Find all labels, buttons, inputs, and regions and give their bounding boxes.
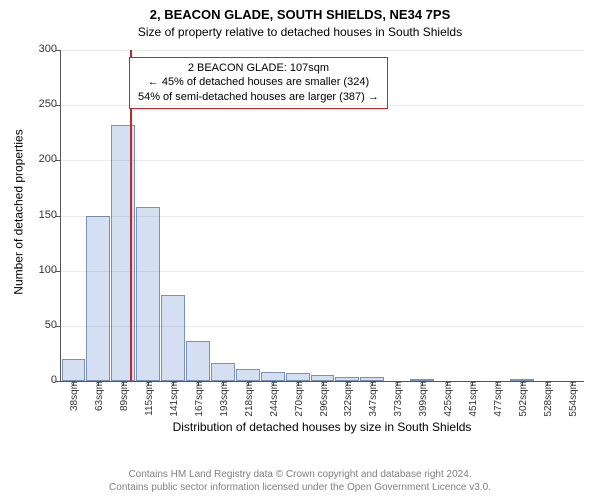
x-axis-label: Distribution of detached houses by size … [60,420,584,434]
x-tick-label: 477sqm [493,381,504,417]
histogram-bar [236,369,260,381]
x-tick-label: 270sqm [294,381,305,417]
page-title: 2, BEACON GLADE, SOUTH SHIELDS, NE34 7PS [0,0,600,24]
gridline [61,105,584,106]
x-tick-label: 38sqm [69,381,80,411]
x-tick-label: 193sqm [219,381,230,417]
histogram-bar [186,341,210,381]
x-tick-label: 373sqm [393,381,404,417]
histogram-bar [161,295,185,381]
x-tick-label: 167sqm [194,381,205,417]
y-tick-label: 300 [27,43,57,55]
y-tick-label: 100 [27,264,57,276]
gridline [61,216,584,217]
histogram-bar [136,207,160,381]
page-subtitle: Size of property relative to detached ho… [0,24,600,40]
y-axis-label: Number of detached properties [12,129,26,294]
y-tick-label: 250 [27,98,57,110]
x-tick-label: 502sqm [518,381,529,417]
y-tick-label: 50 [27,319,57,331]
annotation-box: 2 BEACON GLADE: 107sqm← 45% of detached … [129,57,388,110]
x-tick-label: 296sqm [319,381,330,417]
gridline [61,50,584,51]
chart-container: Number of detached properties 38sqm63sqm… [0,42,600,440]
x-tick-label: 399sqm [418,381,429,417]
x-tick-label: 115sqm [144,381,155,416]
annotation-line: ← 45% of detached houses are smaller (32… [138,75,379,90]
x-tick-label: 347sqm [368,381,379,417]
x-tick-label: 89sqm [119,381,130,411]
x-tick-label: 63sqm [94,381,105,411]
footer: Contains HM Land Registry data © Crown c… [0,468,600,494]
plot-area: 38sqm63sqm89sqm115sqm141sqm167sqm193sqm2… [60,50,584,382]
annotation-line: 54% of semi-detached houses are larger (… [138,90,379,105]
x-tick-label: 141sqm [169,381,180,417]
x-tick-label: 554sqm [568,381,579,417]
x-tick-label: 244sqm [269,381,280,417]
annotation-line: 2 BEACON GLADE: 107sqm [138,61,379,76]
x-tick-label: 218sqm [244,381,255,417]
footer-line-2: Contains public sector information licen… [0,481,600,494]
histogram-bar [261,372,285,381]
gridline [61,326,584,327]
x-tick-label: 425sqm [443,381,454,417]
footer-line-1: Contains HM Land Registry data © Crown c… [0,468,600,481]
histogram-bar [62,359,86,381]
histogram-bar [286,373,310,381]
y-tick-label: 200 [27,153,57,165]
histogram-bar [86,216,110,382]
y-tick-label: 150 [27,209,57,221]
x-tick-label: 528sqm [543,381,554,417]
x-tick-label: 322sqm [343,381,354,417]
y-axis-label-container: Number of detached properties [12,42,26,382]
y-tick-label: 0 [27,374,57,386]
gridline [61,271,584,272]
gridline [61,160,584,161]
histogram-bar [111,125,135,381]
histogram-bar [211,363,235,381]
x-tick-label: 451sqm [468,381,479,417]
